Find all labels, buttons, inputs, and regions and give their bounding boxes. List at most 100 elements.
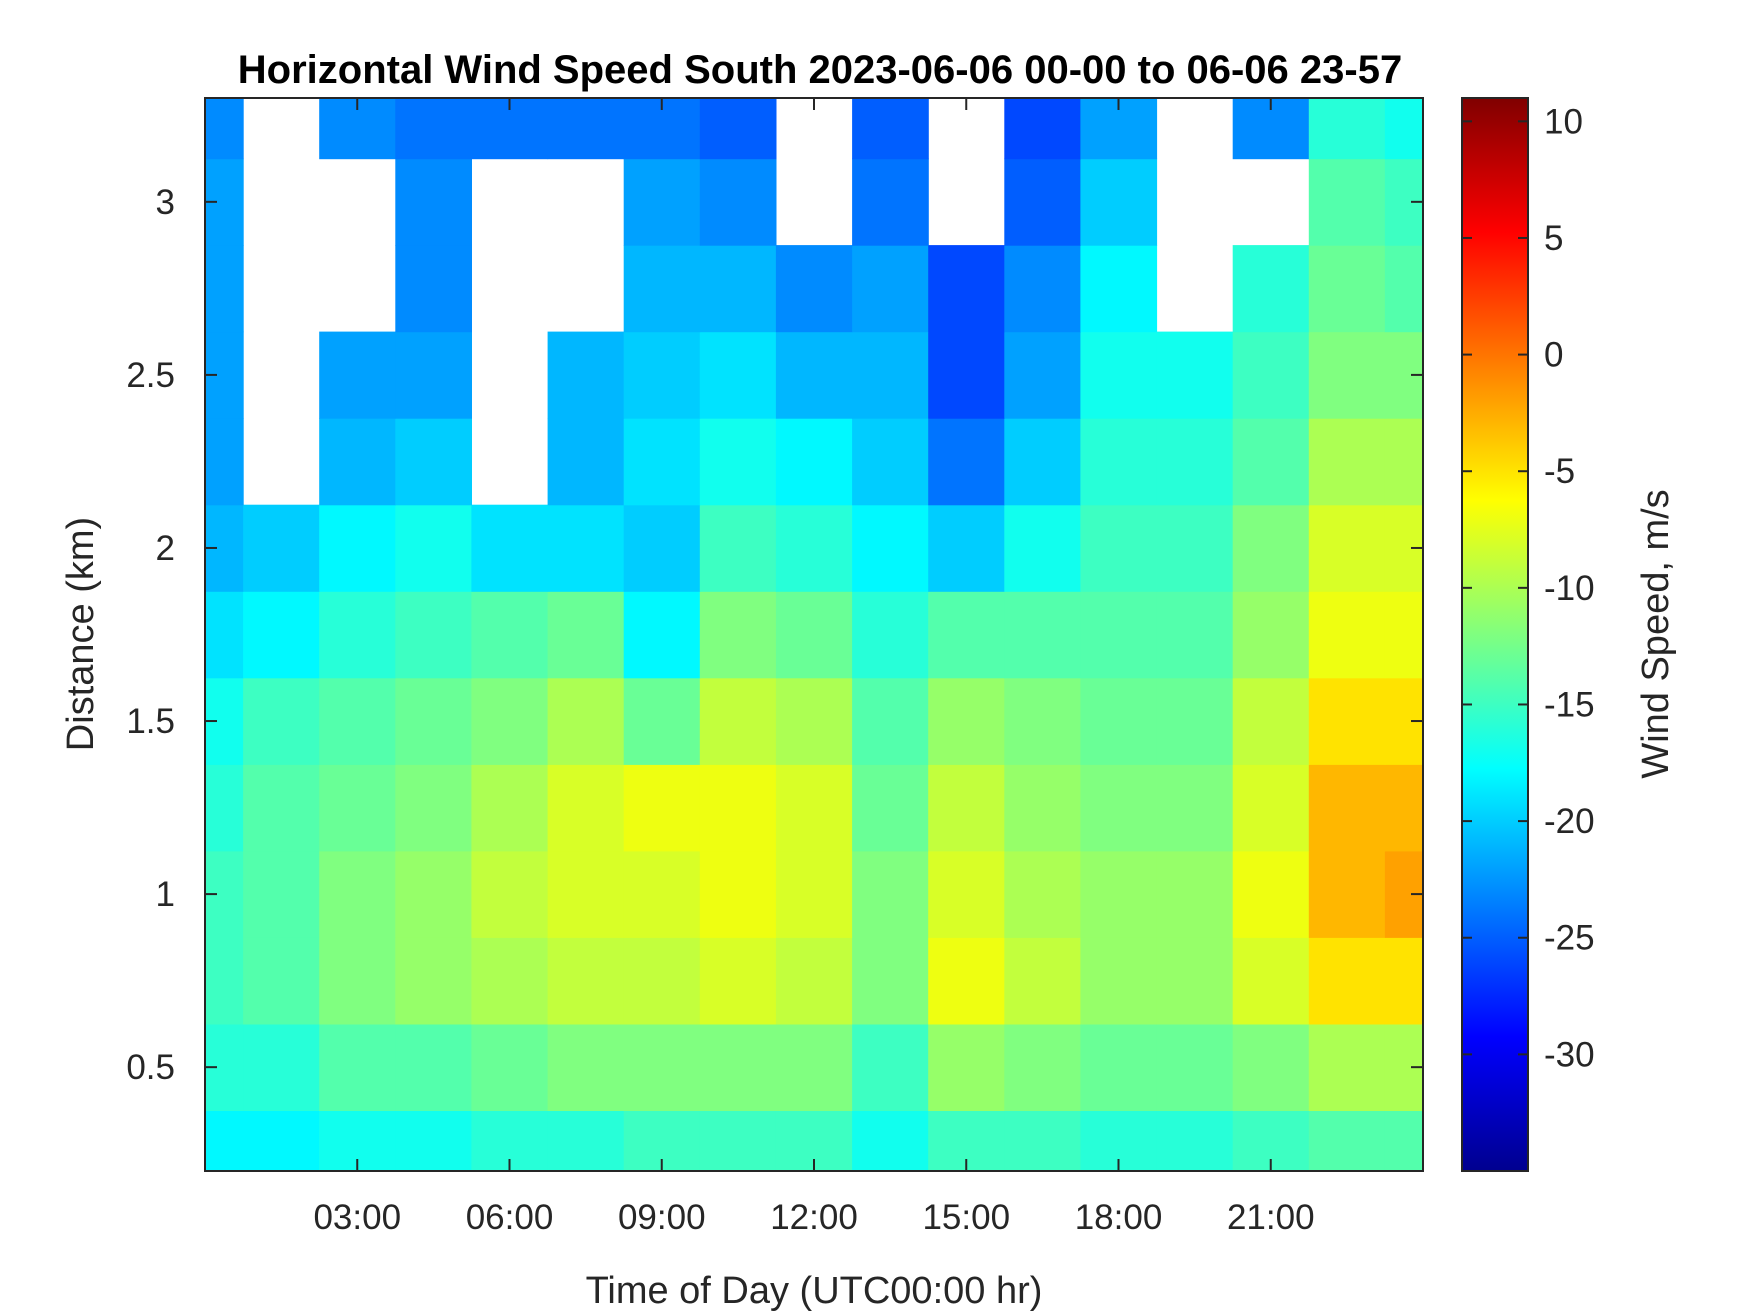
heatmap-cell <box>699 1110 777 1172</box>
heatmap-cell <box>852 158 929 246</box>
heatmap-cell <box>928 1023 1005 1111</box>
heatmap-cell <box>547 98 625 160</box>
colorbar-tick-label: -30 <box>1544 1035 1595 1074</box>
heatmap-cell <box>547 504 625 592</box>
heatmap-cell <box>775 677 853 765</box>
x-axis-label: Time of Day (UTC00:00 hr) <box>586 1270 1043 1312</box>
heatmap-cell <box>775 245 853 333</box>
heatmap-cell <box>1004 158 1081 246</box>
heatmap-cell <box>699 98 777 160</box>
heatmap-cell <box>1308 158 1386 246</box>
heatmap-cell <box>1080 764 1158 852</box>
x-tick-label: 18:00 <box>1075 1198 1163 1237</box>
heatmap-cell <box>1308 764 1386 852</box>
x-tick-label: 03:00 <box>313 1198 401 1237</box>
colorbar-label: Wind Speed, m/s <box>1635 489 1677 778</box>
colorbar-ticks: 10 5 0 -5 -10 -15 -20 -25 -30 <box>1462 102 1595 1074</box>
heatmap-cell <box>1080 677 1158 765</box>
heatmap-cell <box>319 764 396 852</box>
x-tick-label: 06:00 <box>466 1198 554 1237</box>
heatmap-cell <box>623 937 701 1025</box>
heatmap-cell <box>928 418 1005 506</box>
heatmap-cell <box>1080 937 1158 1025</box>
heatmap-cell <box>1384 937 1424 1025</box>
heatmap-cell <box>319 677 396 765</box>
heatmap-cell <box>1232 850 1310 938</box>
heatmap-cell <box>319 504 396 592</box>
heatmap-cell <box>1232 677 1310 765</box>
heatmap-cell <box>471 764 549 852</box>
heatmap-cell <box>1232 245 1310 333</box>
heatmap-cell <box>699 591 777 679</box>
y-axis-label: Distance (km) <box>60 517 102 751</box>
heatmap-cell <box>243 677 320 765</box>
x-tick-label: 09:00 <box>618 1198 706 1237</box>
heatmap-cell <box>205 245 244 333</box>
heatmap-cell <box>205 591 244 679</box>
colorbar-tick-label: -10 <box>1544 569 1595 608</box>
y-tick-label: 3 <box>156 183 175 222</box>
heatmap-cell <box>623 1023 701 1111</box>
heatmap-cell <box>1080 331 1158 419</box>
y-tick-label: 1 <box>156 875 175 914</box>
heatmap-plot-area <box>205 98 1424 1172</box>
heatmap-cell <box>1080 418 1158 506</box>
heatmap-cell <box>547 764 625 852</box>
heatmap-cell <box>775 1023 853 1111</box>
heatmap-cell <box>205 764 244 852</box>
heatmap-cell <box>623 764 701 852</box>
x-tick-label: 12:00 <box>770 1198 858 1237</box>
heatmap-cell <box>1156 331 1234 419</box>
heatmap-cell <box>471 591 549 679</box>
heatmap-cell <box>928 850 1005 938</box>
heatmap-cell <box>547 1110 625 1172</box>
heatmap-cell <box>1308 937 1386 1025</box>
heatmap-cell <box>775 937 853 1025</box>
y-tick-label: 0.5 <box>126 1048 175 1087</box>
heatmap-cell <box>852 1023 929 1111</box>
heatmap-cell <box>852 677 929 765</box>
heatmap-cell <box>1156 850 1234 938</box>
heatmap-cell <box>1004 764 1081 852</box>
heatmap-cell <box>547 850 625 938</box>
colorbar-tick-label: 0 <box>1544 336 1563 375</box>
heatmap-cell <box>395 418 472 506</box>
heatmap-cell <box>205 1110 244 1172</box>
heatmap-cell <box>1156 937 1234 1025</box>
heatmap-cell <box>471 937 549 1025</box>
heatmap-cell <box>1004 245 1081 333</box>
colorbar-tick-label: -5 <box>1544 452 1575 491</box>
heatmap-cell <box>699 245 777 333</box>
heatmap-cell <box>1308 245 1386 333</box>
heatmap-cell <box>471 1023 549 1111</box>
heatmap-cell <box>852 418 929 506</box>
colorbar-tick-label: -15 <box>1544 685 1595 724</box>
heatmap-cell <box>1308 418 1386 506</box>
heatmap-cell <box>1308 331 1386 419</box>
heatmap-cell <box>775 331 853 419</box>
heatmap-cell <box>623 245 701 333</box>
heatmap-cell <box>852 245 929 333</box>
heatmap-cell <box>1384 1110 1424 1172</box>
heatmap-cell <box>243 764 320 852</box>
heatmap-cell <box>1308 1110 1386 1172</box>
heatmap-cell <box>395 1110 472 1172</box>
heatmap-cell <box>319 1023 396 1111</box>
chart-title: Horizontal Wind Speed South 2023-06-06 0… <box>238 48 1402 92</box>
heatmap-cell <box>928 764 1005 852</box>
heatmap-cell <box>1080 245 1158 333</box>
heatmap-cell <box>395 937 472 1025</box>
heatmap-cell <box>243 937 320 1025</box>
heatmap-cell <box>319 591 396 679</box>
heatmap-cell <box>928 504 1005 592</box>
heatmap-cell <box>547 331 625 419</box>
heatmap-cell <box>1156 504 1234 592</box>
heatmap-cell <box>928 677 1005 765</box>
heatmap-cell <box>1232 937 1310 1025</box>
heatmap-cell <box>1004 677 1081 765</box>
x-tick-label: 21:00 <box>1227 1198 1315 1237</box>
heatmap-cell <box>623 331 701 419</box>
heatmap-cell <box>623 158 701 246</box>
heatmap-cell <box>205 98 244 160</box>
